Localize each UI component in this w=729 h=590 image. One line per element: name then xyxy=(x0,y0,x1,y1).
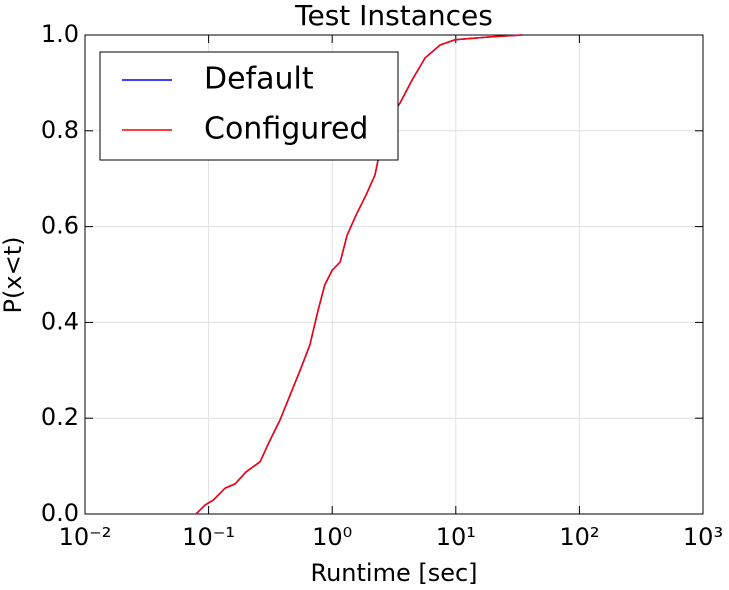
chart-title: Test Instances xyxy=(294,0,493,32)
y-tick-label: 0.2 xyxy=(41,403,79,431)
legend-label: Configured xyxy=(204,112,368,147)
legend-label: Default xyxy=(204,62,314,97)
x-tick-label: 10² xyxy=(559,523,599,551)
x-tick-label: 10¹ xyxy=(436,523,476,551)
series-line xyxy=(195,34,523,515)
y-tick-label: 0.4 xyxy=(41,307,79,335)
y-axis-label: P(x<t) xyxy=(0,237,27,314)
x-tick-label: 10⁻¹ xyxy=(182,523,235,551)
x-axis-label: Runtime [sec] xyxy=(310,559,477,587)
y-tick-label: 0.0 xyxy=(41,499,79,527)
legend-box xyxy=(99,51,399,161)
y-tick-label: 1.0 xyxy=(41,20,79,48)
x-tick-label: 10⁰ xyxy=(312,523,352,551)
plot-frame xyxy=(84,34,704,515)
y-tick-label: 0.8 xyxy=(41,116,79,144)
x-tick-label: 10⁻² xyxy=(59,523,112,551)
y-tick-label: 0.6 xyxy=(41,212,79,240)
x-tick-label: 10³ xyxy=(683,523,723,551)
